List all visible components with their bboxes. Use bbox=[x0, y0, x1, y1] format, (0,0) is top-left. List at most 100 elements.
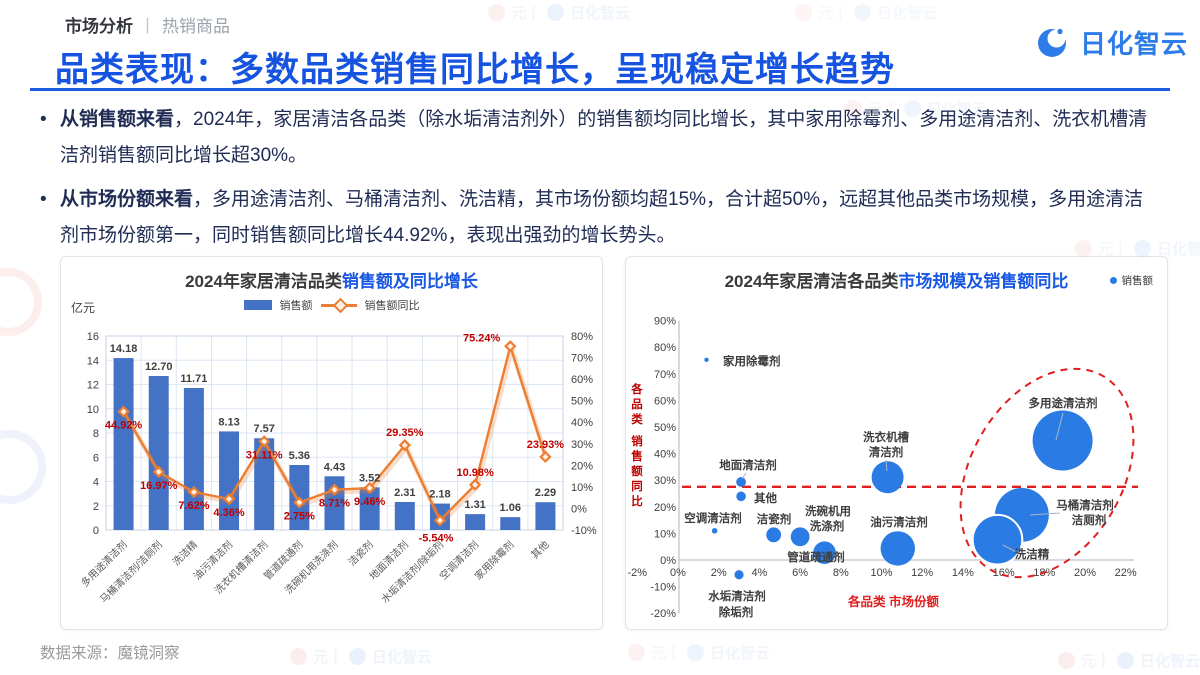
watermark-swirl-icon bbox=[349, 648, 367, 665]
bar-value-label: 8.13 bbox=[218, 416, 239, 428]
bar-value-label: 2.18 bbox=[429, 489, 450, 501]
bubble bbox=[880, 531, 915, 566]
category-label: 洗洁精 bbox=[170, 538, 200, 568]
x-axis-tick: 0% bbox=[670, 567, 686, 579]
breadcrumb-section: 市场分析 bbox=[65, 17, 133, 36]
market-bubble-chart: 90% 80% 70% 60% 50% 40% 30% 20% 10% 0% -10% -20% -2%… bbox=[628, 316, 1138, 620]
watermark-red-dot-icon bbox=[1058, 652, 1075, 669]
yoy-value-label: 75.24% bbox=[463, 332, 501, 344]
bubble-label: 空调清洁剂 bbox=[684, 511, 742, 525]
yoy-value-labels: 44.92% 16.97%7.62% 4.36% 31.11% 2.75% 8.71% 9.… bbox=[105, 332, 564, 544]
bubble-label: 水垢清洁剂 bbox=[708, 589, 766, 603]
line-marker bbox=[258, 435, 271, 448]
bubble bbox=[971, 513, 1024, 566]
right-axis-tick: 30% bbox=[571, 439, 593, 451]
yoy-value-label: 9.46% bbox=[354, 496, 385, 508]
line-marker bbox=[328, 483, 341, 496]
watermark-swirl-icon bbox=[854, 4, 872, 21]
bubble bbox=[790, 527, 810, 547]
right-axis-tick: 80% bbox=[571, 331, 593, 343]
y-axis-caption-char: 品 bbox=[631, 397, 643, 411]
right-axis-tick: 10% bbox=[571, 482, 593, 494]
category-label: 水垢清洁剂/除垢剂 bbox=[378, 538, 446, 606]
bubble-label: 洗碗机用 bbox=[805, 504, 851, 518]
combo-chart-title-blue: 销售额及同比增长 bbox=[341, 272, 478, 291]
x-axis-tick: 2% bbox=[711, 567, 727, 579]
bubble-chart-title-black: 2024年家居清洁各品类 bbox=[724, 272, 899, 291]
y-axis-unit: 亿元 bbox=[71, 301, 96, 315]
bubble bbox=[736, 477, 746, 487]
x-axis-tick: 12% bbox=[911, 567, 933, 579]
leader-line bbox=[1055, 412, 1064, 441]
yoy-value-label: -5.54% bbox=[419, 532, 454, 544]
bubble bbox=[711, 527, 718, 534]
decor-ring bbox=[0, 268, 42, 336]
watermark-red-dot-icon bbox=[795, 4, 812, 21]
watermark-prefix: 元丨 bbox=[511, 5, 542, 22]
x-axis-tick: 22% bbox=[1115, 567, 1137, 579]
right-axis-tick: 0% bbox=[571, 503, 587, 515]
bar bbox=[535, 502, 556, 530]
line-marker bbox=[222, 492, 236, 506]
bubble-legend-label: 销售额 bbox=[1121, 275, 1154, 287]
x-axis-caption: 各品类 市场份额 bbox=[847, 594, 939, 609]
bar-value-label: 12.70 bbox=[145, 361, 173, 373]
leader-line bbox=[885, 459, 888, 472]
bar bbox=[465, 514, 486, 530]
y-axis-tick: 60% bbox=[654, 395, 676, 407]
x-axis-tick: 16% bbox=[993, 567, 1015, 579]
watermark: 元丨 日化智云 bbox=[628, 642, 770, 663]
bullet-share-lead: 从市场份额来看 bbox=[60, 189, 194, 210]
watermark-prefix: 元丨 bbox=[1081, 653, 1112, 670]
x-axis-tick: 14% bbox=[952, 567, 974, 579]
y-axis-tick: -20% bbox=[650, 608, 676, 620]
bubble-label: 洁瓷剂 bbox=[757, 512, 792, 526]
line-marker bbox=[433, 514, 447, 527]
bubble bbox=[736, 491, 746, 502]
bar bbox=[113, 358, 134, 530]
y-axis-caption-char: 同 bbox=[631, 480, 643, 493]
left-axis-tick: 2 bbox=[93, 501, 99, 513]
y-axis-tick: 80% bbox=[654, 342, 676, 354]
left-axis-tick: 10 bbox=[87, 404, 99, 416]
left-axis-tick: 4 bbox=[93, 477, 99, 489]
y-axis-caption-char: 销 bbox=[631, 434, 643, 448]
bubble-label: 马桶清洁剂 bbox=[1056, 498, 1114, 512]
line-marker bbox=[117, 405, 130, 418]
y-axis-caption-char: 额 bbox=[631, 464, 643, 478]
axis-labels: 0 2 4 6 8 10 12 14 16 -10% 0% 10% 20% 30% 40% 50% 60% 70%… bbox=[87, 331, 597, 537]
y-axis-caption-char: 售 bbox=[630, 449, 643, 463]
watermark-brand: 日化智云 bbox=[570, 5, 631, 22]
line-marker bbox=[293, 496, 306, 509]
sales-yoy-chart-card: 2024年家居清洁品类销售额及同比增长 亿元 销售额 销售额同比 14.18 12… bbox=[60, 256, 603, 630]
combo-legend: 销售额 销售额同比 bbox=[61, 297, 602, 313]
bar bbox=[394, 501, 415, 530]
bubble-legend-dot-icon bbox=[1109, 277, 1117, 284]
y-axis-tick: -10% bbox=[650, 582, 676, 594]
y-axis-tick: 20% bbox=[654, 502, 676, 514]
bar-legend-label: 销售额 bbox=[279, 300, 313, 312]
page-title: 品类表现：多数品类销售同比增长，呈现稳定增长趋势 bbox=[55, 51, 895, 89]
watermark-red-dot-icon bbox=[628, 644, 645, 661]
title-underline bbox=[30, 88, 1170, 91]
bar-value-label: 2.31 bbox=[394, 487, 415, 499]
leader-line bbox=[1029, 512, 1061, 516]
market-bubble-chart-card: 2024年家居清洁各品类市场规模及销售额同比 销售额 90% 80% 70% 60% 5… bbox=[625, 256, 1168, 630]
leader-line bbox=[741, 472, 747, 480]
left-axis-tick: 12 bbox=[87, 380, 99, 392]
breadcrumb-divider: 丨 bbox=[139, 17, 156, 36]
watermark-prefix: 元丨 bbox=[313, 649, 344, 666]
bubble-label: 家用除霉剂 bbox=[723, 354, 781, 368]
bullet-share: 从市场份额来看，多用途清洁剂、马桶清洁剂、洗洁精，其市场份额均超15%，合计超5… bbox=[38, 182, 1156, 254]
bar-value-labels: 14.18 12.70 11.71 8.13 7.57 5.36 4.43 3.52 2.31 2… bbox=[110, 343, 556, 514]
bar bbox=[148, 376, 169, 530]
left-axis-tick: 14 bbox=[87, 355, 99, 367]
yoy-value-label: 29.35% bbox=[386, 427, 424, 439]
bubble bbox=[734, 570, 744, 580]
brand-swirl-icon bbox=[1038, 28, 1066, 57]
left-axis-tick: 16 bbox=[87, 331, 99, 343]
bar bbox=[183, 388, 204, 530]
